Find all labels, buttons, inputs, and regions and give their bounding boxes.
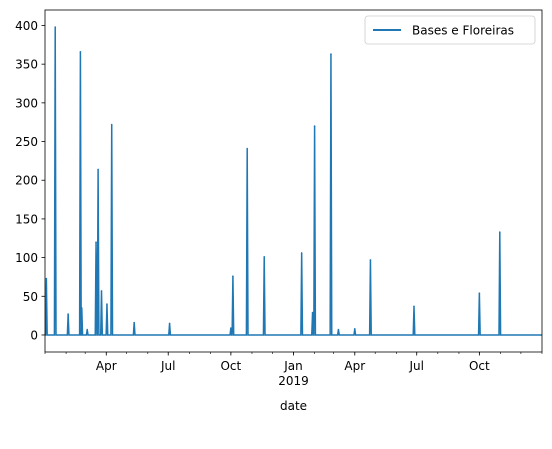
data-point-peak	[100, 290, 103, 292]
plot-area	[44, 26, 542, 336]
data-point-peak	[300, 252, 303, 254]
y-tick-label: 200	[15, 174, 38, 188]
data-point-peak	[230, 327, 232, 329]
x-tick-label: Apr	[344, 359, 365, 373]
y-tick-label: 250	[15, 135, 38, 149]
y-axis: 0 50 100 150 200 250 300 350 400	[15, 19, 45, 342]
y-tick-label: 150	[15, 212, 38, 226]
x-tick-label: Oct	[469, 359, 490, 373]
y-tick-label: 50	[23, 290, 38, 304]
data-point-peak	[337, 328, 340, 331]
y-tick-label: 100	[15, 251, 38, 265]
data-point-peak	[95, 241, 97, 243]
x-tick-label: Jul	[408, 359, 423, 373]
x-tick-label: Apr	[96, 359, 117, 373]
y-tick-label: 0	[30, 328, 38, 342]
data-point-peak	[133, 321, 135, 324]
data-point-peak	[246, 147, 249, 150]
data-point-peak	[106, 303, 108, 305]
data-point-peak	[369, 259, 372, 261]
axes-frame	[44, 9, 543, 353]
legend-entry-label: Bases e Floreiras	[412, 24, 514, 38]
data-point-peak	[67, 313, 69, 315]
data-point-peak	[80, 307, 83, 309]
data-point-peak	[413, 305, 415, 308]
data-point-peak	[168, 322, 171, 325]
data-point-peak	[232, 275, 234, 277]
data-point-peak	[54, 26, 57, 28]
data-point-peak	[311, 311, 314, 314]
data-point-peak	[86, 328, 89, 331]
series-line	[44, 27, 542, 336]
y-tick-label: 350	[15, 58, 38, 72]
legend-frame	[364, 15, 536, 45]
y-tick-label: 400	[15, 19, 38, 33]
data-point-peak	[498, 231, 501, 233]
data-point-peak	[330, 53, 332, 55]
data-point-peak	[45, 277, 48, 280]
data-point-peak	[353, 327, 356, 330]
data-point-peak	[97, 168, 99, 171]
x-tick-label: Jan	[283, 359, 303, 373]
data-point-peak	[110, 123, 113, 126]
data-point-peak	[79, 50, 82, 53]
data-point-peak	[313, 125, 316, 127]
x-tick-label: Jul	[160, 359, 175, 373]
x-tick-label: Oct	[220, 359, 241, 373]
legend: Bases e Floreiras	[364, 15, 536, 45]
x-axis-label: date	[280, 399, 307, 413]
y-tick-label: 300	[15, 96, 38, 110]
data-point-peak	[263, 256, 266, 258]
x-tick-year-label: 2019	[278, 374, 309, 388]
data-point-peak	[478, 292, 481, 294]
